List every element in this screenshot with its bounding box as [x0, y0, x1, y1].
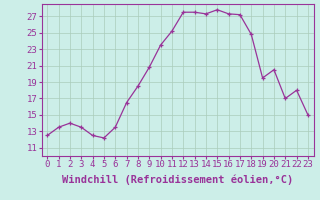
X-axis label: Windchill (Refroidissement éolien,°C): Windchill (Refroidissement éolien,°C) [62, 175, 293, 185]
